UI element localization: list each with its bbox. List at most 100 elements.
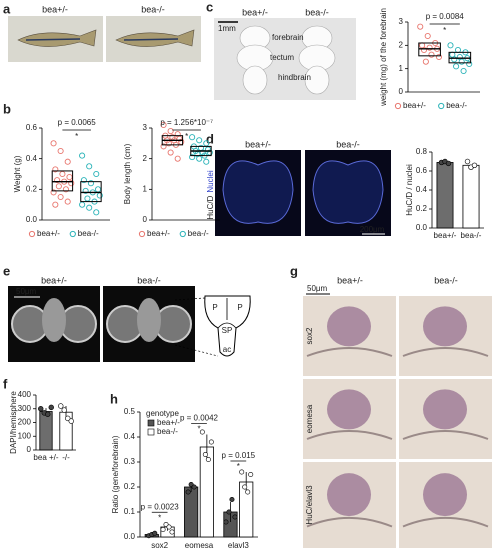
stain-label: HuC/D Nuclei bbox=[206, 170, 215, 219]
panel-letter: c bbox=[206, 0, 213, 14]
header: bea-/- bbox=[141, 4, 165, 14]
y-tick-label: 0 bbox=[27, 445, 32, 454]
staining bbox=[327, 306, 371, 347]
y-tick-label: 0.4 bbox=[26, 154, 38, 163]
data-point bbox=[87, 180, 95, 187]
data-point bbox=[160, 121, 167, 128]
data-point bbox=[64, 198, 71, 205]
header: bea+/- bbox=[337, 275, 363, 285]
scale-label: 200μm bbox=[360, 225, 385, 234]
data-point bbox=[424, 32, 431, 40]
legend-label: bea+/- bbox=[147, 229, 170, 238]
p-value: p = 0.0065 bbox=[58, 118, 97, 127]
data-point bbox=[82, 187, 89, 194]
tissue-outline bbox=[312, 160, 384, 224]
panel-letter: e bbox=[3, 263, 10, 278]
significance: * bbox=[237, 462, 240, 471]
data-point bbox=[428, 51, 435, 58]
data-point bbox=[189, 134, 196, 141]
panel-letter: a bbox=[3, 1, 11, 16]
data-point bbox=[57, 193, 64, 201]
legend-label: bea-/- bbox=[188, 229, 209, 238]
data-point bbox=[447, 42, 454, 49]
tissue-fold bbox=[306, 430, 393, 440]
significance: * bbox=[197, 425, 200, 434]
data-point bbox=[54, 177, 61, 184]
data-point bbox=[426, 44, 433, 51]
data-point bbox=[169, 529, 175, 535]
bar bbox=[39, 411, 53, 451]
row-label: HuC/elavl3 bbox=[305, 485, 314, 525]
legend-label: bea+/- bbox=[157, 418, 180, 427]
data-point bbox=[93, 170, 100, 178]
data-point bbox=[61, 407, 67, 413]
y-tick-label: 3 bbox=[399, 17, 404, 26]
data-point bbox=[417, 23, 424, 30]
tissue-outline bbox=[222, 160, 294, 224]
legend-title: genotype bbox=[146, 409, 179, 418]
data-point bbox=[64, 158, 71, 165]
fish-stripe bbox=[123, 38, 179, 41]
data-point bbox=[86, 204, 93, 211]
y-tick-label: 2 bbox=[143, 154, 148, 163]
data-point bbox=[52, 166, 59, 173]
x-tick-label: bea-/- bbox=[461, 231, 482, 240]
data-point bbox=[93, 209, 100, 216]
tissue-fold bbox=[306, 516, 393, 528]
p-value: p = 0.015 bbox=[222, 451, 256, 460]
data-point bbox=[57, 147, 64, 155]
box bbox=[80, 181, 102, 203]
stain-word: Nuclei bbox=[206, 170, 215, 192]
data-point bbox=[205, 456, 211, 462]
header: bea+/- bbox=[245, 139, 271, 149]
data-point bbox=[226, 509, 232, 515]
brain-region bbox=[242, 65, 268, 95]
brain-region bbox=[304, 65, 330, 95]
data-point bbox=[185, 489, 191, 495]
data-point bbox=[50, 189, 57, 196]
fish-stripe bbox=[25, 38, 81, 41]
significance: * bbox=[75, 132, 78, 141]
data-point bbox=[229, 496, 235, 502]
y-tick-label: 0.8 bbox=[416, 147, 428, 156]
schematic-label: SP bbox=[222, 326, 233, 335]
data-point bbox=[58, 403, 64, 409]
scale-label: 50μm bbox=[307, 284, 328, 293]
data-point bbox=[422, 58, 429, 65]
data-point bbox=[232, 514, 238, 520]
legend-swatch bbox=[147, 419, 155, 427]
data-point bbox=[174, 155, 181, 162]
data-point bbox=[79, 152, 86, 159]
data-point bbox=[208, 439, 214, 445]
region-label: forebrain bbox=[272, 33, 304, 42]
data-point bbox=[65, 415, 71, 422]
data-point bbox=[460, 67, 467, 75]
x-tick-label: bea +/- bbox=[33, 453, 58, 462]
header: bea-/- bbox=[336, 139, 360, 149]
box bbox=[51, 170, 74, 192]
data-point bbox=[199, 429, 205, 435]
y-tick-label: 0.6 bbox=[26, 123, 38, 132]
legend-label: bea+/- bbox=[37, 229, 60, 238]
schematic-label: ac bbox=[223, 345, 231, 354]
header: bea-/- bbox=[434, 275, 458, 285]
header: bea+/- bbox=[242, 7, 268, 17]
y-axis-label: Ratio (gene/forebrain) bbox=[111, 435, 120, 513]
p-value: p = 0.0042 bbox=[180, 414, 219, 423]
data-point bbox=[80, 177, 87, 184]
data-point bbox=[152, 530, 158, 536]
header: bea+/- bbox=[41, 275, 67, 285]
y-tick-label: 0.5 bbox=[124, 407, 136, 416]
y-tick-label: 1 bbox=[143, 184, 148, 193]
fish bbox=[115, 29, 195, 47]
data-point bbox=[202, 451, 208, 457]
staining bbox=[327, 389, 371, 430]
data-point bbox=[45, 411, 51, 417]
data-point bbox=[55, 183, 62, 190]
data-point bbox=[196, 137, 203, 144]
p-value: p = 0.0023 bbox=[141, 502, 180, 511]
tissue-fold bbox=[402, 430, 489, 440]
y-tick-label: 0.2 bbox=[124, 482, 136, 491]
stain-word: HuC/D bbox=[206, 195, 215, 219]
